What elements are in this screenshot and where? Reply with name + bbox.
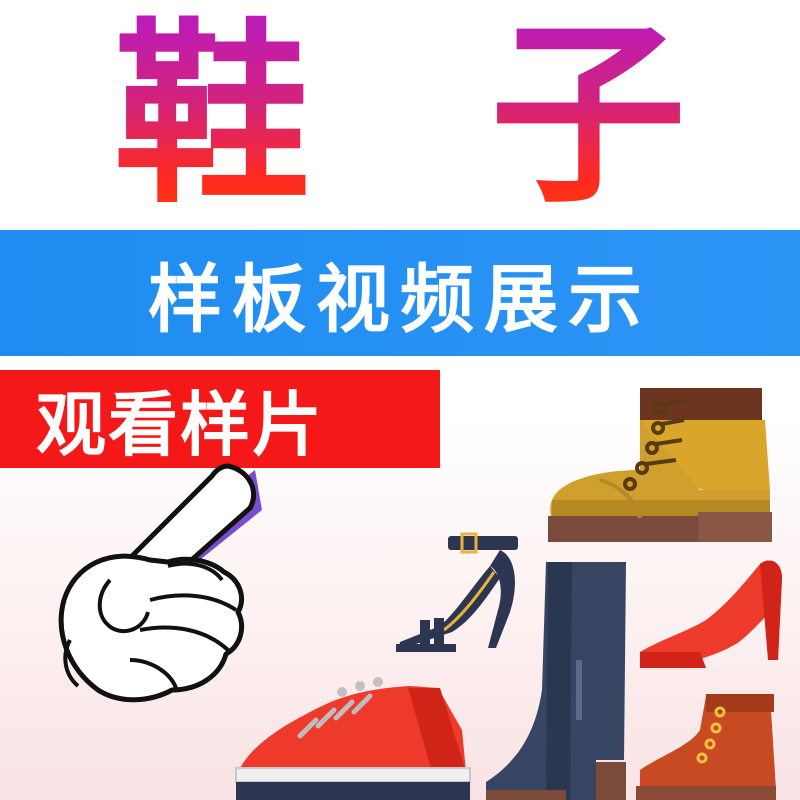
pointing-hand-icon [58,463,262,703]
watch-sample-button[interactable]: 观看样片 [0,370,440,468]
tall-boot-icon [486,562,626,800]
high-heel-icon [640,560,782,668]
work-boot-icon [548,388,772,542]
strappy-sandal-icon [396,532,518,652]
page-title: 鞋 子 [0,8,800,223]
sample-video-banner-text: 样板视频展示 [148,256,652,343]
sample-video-banner: 样板视频展示 [0,230,800,356]
ankle-boot-icon [636,694,776,800]
sneaker-icon [235,677,471,800]
watch-sample-button-label: 观看样片 [36,383,324,466]
